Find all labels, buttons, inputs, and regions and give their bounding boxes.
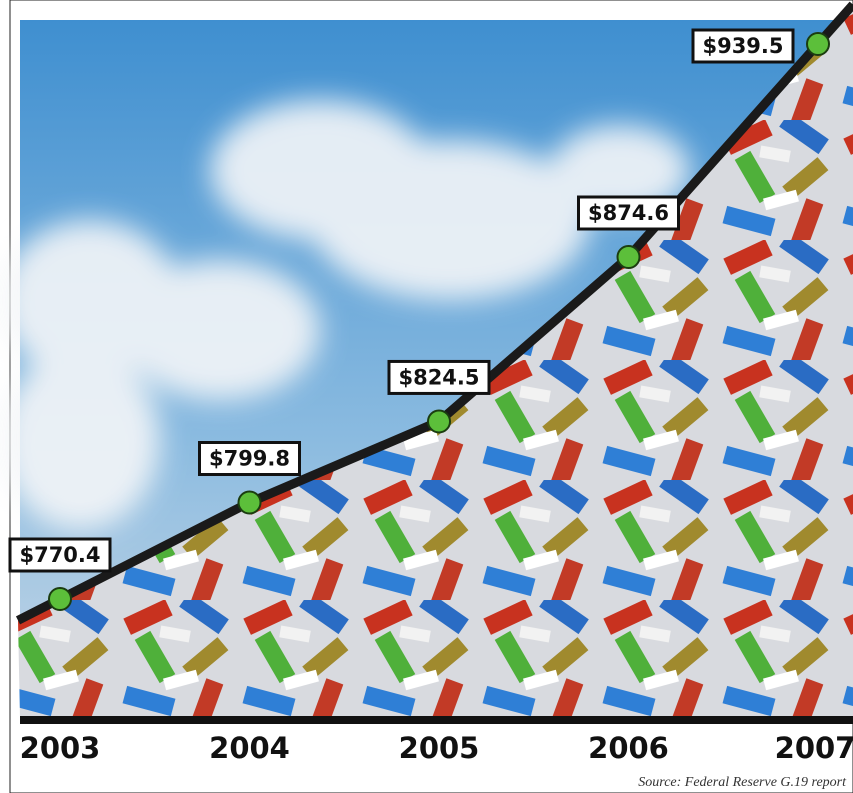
data-point (49, 588, 71, 610)
value-label: $799.8 (209, 447, 290, 471)
x-tick-label: 2007 (775, 731, 853, 765)
x-tick-label: 2004 (209, 731, 290, 765)
value-label: $874.6 (588, 201, 669, 225)
value-label: $824.5 (398, 365, 479, 389)
data-point (239, 492, 261, 514)
x-axis (20, 716, 853, 724)
data-point (428, 410, 450, 432)
value-label: $939.5 (702, 34, 783, 58)
source-note: Source: Federal Reserve G.19 report (638, 775, 847, 790)
x-tick-label: 2003 (20, 731, 101, 765)
chart: $770.4 $799.8 $824.5 $874.6 $939.5 Source: F… (0, 0, 853, 793)
x-tick-label: 2006 (588, 731, 669, 765)
data-point (618, 246, 640, 268)
x-tick-label: 2005 (399, 731, 480, 765)
value-label: $770.4 (19, 543, 100, 567)
data-point (807, 33, 829, 55)
